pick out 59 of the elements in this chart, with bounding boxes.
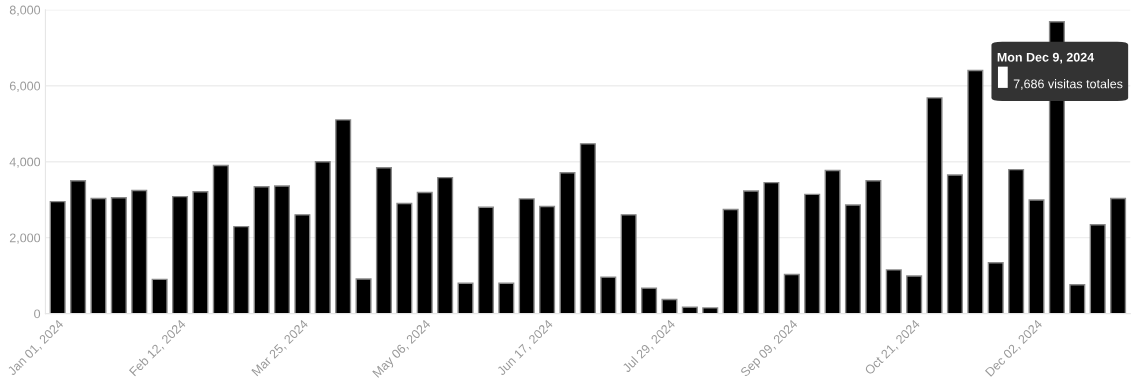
bar bbox=[946, 174, 963, 314]
bar bbox=[987, 262, 1004, 314]
bar bbox=[70, 179, 87, 314]
bar bbox=[1110, 197, 1127, 314]
bar bbox=[763, 181, 780, 314]
y-tick-label: 2,000 bbox=[9, 233, 41, 244]
bar bbox=[314, 161, 331, 314]
bar bbox=[518, 198, 535, 314]
bar bbox=[151, 278, 168, 314]
bar bbox=[416, 191, 433, 314]
bar bbox=[498, 282, 515, 314]
annotation: 7,686 visitas totales bbox=[1013, 79, 1123, 90]
bar bbox=[131, 189, 148, 314]
bar bbox=[579, 143, 596, 314]
bar bbox=[1069, 284, 1086, 314]
bar bbox=[1028, 199, 1045, 314]
bar bbox=[783, 273, 800, 314]
bar bbox=[844, 204, 862, 314]
bar bbox=[396, 202, 413, 314]
annotation: Mon Dec 9, 2024 bbox=[997, 52, 1095, 64]
bar bbox=[253, 186, 270, 314]
bar bbox=[457, 282, 474, 314]
bar bbox=[273, 185, 291, 314]
bar bbox=[375, 167, 392, 314]
bar bbox=[681, 306, 698, 314]
bar bbox=[742, 190, 760, 314]
bar bbox=[192, 191, 209, 314]
bar bbox=[641, 287, 658, 314]
bar bbox=[967, 69, 984, 314]
bar bbox=[171, 195, 189, 314]
y-tick-label: 6,000 bbox=[9, 81, 41, 92]
bar bbox=[355, 278, 372, 314]
bar bbox=[233, 225, 250, 314]
bar bbox=[620, 214, 637, 314]
y-tick-label: 0 bbox=[34, 309, 41, 319]
bar bbox=[661, 298, 678, 314]
bar bbox=[1008, 168, 1025, 314]
bar bbox=[600, 276, 617, 314]
bar bbox=[906, 275, 923, 314]
bar bbox=[437, 176, 454, 314]
bar bbox=[90, 197, 107, 314]
bar bbox=[722, 208, 739, 314]
bar bbox=[865, 179, 882, 314]
bar bbox=[212, 164, 229, 314]
y-tick-label: 4,000 bbox=[9, 157, 41, 168]
bar bbox=[702, 307, 719, 314]
bar bbox=[824, 169, 841, 314]
bar bbox=[926, 97, 943, 314]
bar bbox=[110, 197, 127, 314]
y-tick-label: 8,000 bbox=[9, 5, 41, 16]
bar bbox=[885, 269, 902, 314]
bar bbox=[559, 172, 576, 314]
bar bbox=[294, 214, 311, 314]
bar bbox=[49, 200, 66, 314]
bar bbox=[477, 206, 494, 314]
bar bbox=[1089, 224, 1106, 314]
bar bbox=[335, 119, 352, 314]
bar bbox=[804, 193, 821, 314]
bar bbox=[539, 205, 556, 314]
